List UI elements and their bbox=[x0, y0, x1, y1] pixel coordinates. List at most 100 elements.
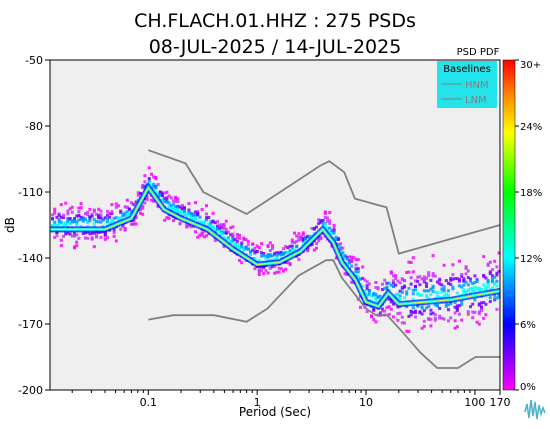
pdf-cell bbox=[400, 290, 404, 294]
pdf-cell bbox=[273, 271, 277, 275]
pdf-cell bbox=[211, 220, 215, 224]
pdf-cell bbox=[288, 249, 292, 252]
pdf-cell bbox=[213, 221, 217, 225]
pdf-cell bbox=[213, 228, 217, 232]
pdf-cell bbox=[477, 310, 481, 314]
pdf-cell bbox=[66, 212, 70, 216]
pdf-cell bbox=[495, 265, 499, 269]
pdf-cell bbox=[431, 286, 435, 290]
pdf-cell bbox=[128, 212, 131, 216]
pdf-cell bbox=[475, 320, 479, 324]
pdf-cell bbox=[332, 223, 336, 227]
pdf-cell bbox=[284, 267, 288, 271]
pdf-cell bbox=[453, 311, 457, 315]
pdf-cell bbox=[464, 280, 468, 284]
pdf-cell bbox=[59, 238, 63, 242]
baseline-curves bbox=[147, 149, 501, 369]
pdf-cell bbox=[110, 203, 114, 207]
pdf-cell bbox=[139, 192, 142, 196]
pdf-cell bbox=[235, 236, 239, 240]
pdf-cell bbox=[469, 287, 472, 291]
pdf-cell bbox=[451, 273, 455, 277]
pdf-cell bbox=[279, 267, 283, 271]
pdf-cell bbox=[279, 250, 283, 254]
pdf-cell bbox=[224, 231, 228, 235]
pdf-cell bbox=[473, 310, 477, 314]
pdf-cell bbox=[249, 253, 252, 257]
pdf-cell bbox=[334, 235, 338, 239]
pdf-cell bbox=[174, 207, 178, 211]
pdf-cell bbox=[453, 305, 457, 309]
pdf-cell bbox=[482, 301, 486, 305]
chart-subtitle: 08-JUL-2025 / 14-JUL-2025 bbox=[149, 36, 402, 58]
pdf-cell bbox=[53, 224, 57, 228]
pdf-cell bbox=[493, 297, 497, 301]
pdf-cell bbox=[172, 206, 175, 210]
pdf-cell bbox=[491, 286, 494, 290]
pdf-cell bbox=[453, 326, 457, 330]
pdf-cell bbox=[207, 223, 211, 227]
pdf-cell bbox=[438, 278, 442, 282]
pdf-cell bbox=[136, 191, 140, 195]
pdf-cell bbox=[123, 205, 127, 209]
pdf-cell bbox=[328, 219, 332, 223]
pdf-cell bbox=[128, 213, 131, 217]
pdf-cell bbox=[213, 239, 217, 243]
pdf-cell bbox=[68, 221, 72, 225]
pdf-cell bbox=[365, 293, 369, 297]
pdf-cell bbox=[125, 210, 129, 214]
pdf-cell bbox=[246, 243, 250, 247]
pdf-cell bbox=[372, 293, 376, 297]
pdf-cell bbox=[455, 277, 459, 281]
pdf-cell bbox=[343, 272, 347, 276]
pdf-cell bbox=[455, 309, 459, 312]
pdf-cell bbox=[374, 296, 378, 300]
pdf-cell bbox=[128, 207, 131, 211]
pdf-cell bbox=[251, 242, 255, 246]
pdf-cell bbox=[491, 274, 494, 278]
pdf-cell bbox=[381, 307, 384, 311]
pdf-cell bbox=[332, 231, 336, 235]
pdf-cell bbox=[70, 234, 74, 238]
plot-frame bbox=[49, 59, 501, 391]
pdf-cell bbox=[466, 288, 470, 292]
pdf-cell bbox=[238, 247, 241, 251]
pdf-cell bbox=[240, 245, 244, 249]
pdf-cell bbox=[354, 263, 358, 267]
pdf-cell bbox=[361, 265, 365, 269]
pdf-cell bbox=[64, 201, 68, 205]
pdf-cell bbox=[422, 280, 426, 284]
pdf-cell bbox=[297, 238, 301, 242]
pdf-cell bbox=[493, 282, 497, 286]
pdf-cell bbox=[462, 288, 466, 292]
y-tick-label: -50 bbox=[25, 54, 43, 67]
pdf-cell bbox=[407, 286, 411, 290]
pdf-cell bbox=[440, 316, 444, 320]
pdf-cell bbox=[301, 231, 305, 235]
pdf-cell bbox=[121, 224, 125, 228]
y-tick-label: -80 bbox=[25, 120, 43, 133]
pdf-cell bbox=[125, 198, 129, 202]
pdf-cell bbox=[271, 244, 274, 248]
y-tick-label: -200 bbox=[18, 384, 43, 397]
pdf-cell bbox=[345, 262, 349, 266]
pdf-cell bbox=[440, 290, 444, 294]
pdf-cell bbox=[427, 317, 431, 321]
pdf-cell bbox=[220, 225, 224, 229]
pdf-cell bbox=[301, 238, 305, 242]
pdf-cell bbox=[121, 214, 125, 218]
pdf-cell bbox=[400, 286, 404, 289]
pdf-cell bbox=[486, 282, 490, 286]
pdf-cell bbox=[97, 213, 101, 217]
pdf-cell bbox=[242, 247, 246, 251]
pdf-cell bbox=[328, 221, 332, 225]
pdf-cell bbox=[315, 246, 318, 250]
pdf-cell bbox=[339, 242, 343, 246]
pdf-cell bbox=[451, 277, 455, 281]
pdf-cell bbox=[224, 219, 228, 223]
mode-curve-peak bbox=[50, 186, 501, 308]
pdf-cell bbox=[141, 206, 145, 210]
pdf-cell bbox=[282, 269, 285, 273]
pdf-cell bbox=[233, 242, 237, 246]
pdf-cell bbox=[352, 256, 356, 260]
